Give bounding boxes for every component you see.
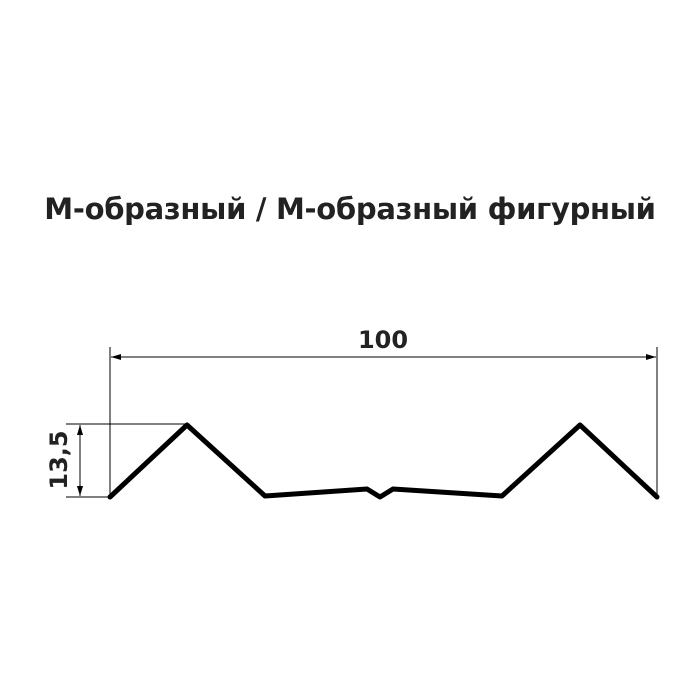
height-dimension: 13,5 — [45, 423, 187, 498]
width-dimension: 100 — [109, 326, 658, 497]
width-label: 100 — [358, 326, 408, 354]
height-label: 13,5 — [45, 430, 73, 489]
diagram-title: М-образный / М-образный фигурный — [44, 192, 656, 226]
m-profile-outline — [107, 422, 660, 500]
